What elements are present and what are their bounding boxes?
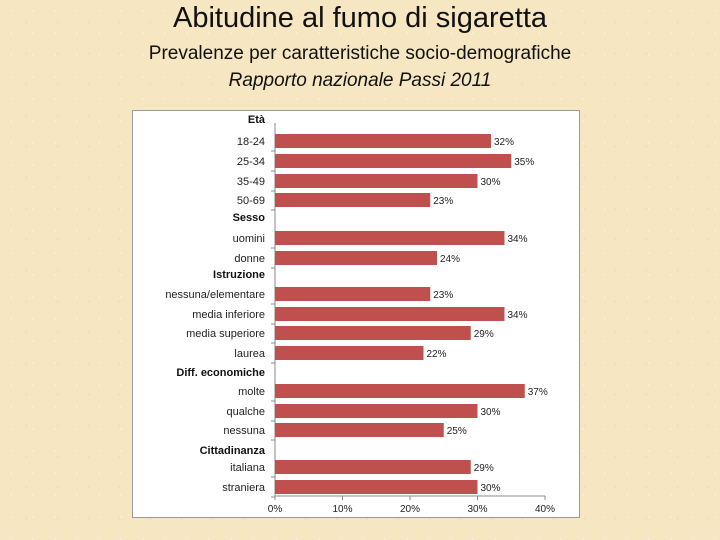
bar [275,287,431,301]
page-title: Abitudine al fumo di sigaretta [173,2,547,34]
data-label: 30% [481,177,501,188]
data-label: 23% [433,196,453,207]
data-label: 23% [433,290,453,301]
data-label: 29% [474,329,494,340]
bar [275,384,525,398]
category-label: donne [234,253,265,265]
bar [275,404,478,418]
category-label: 18-24 [237,136,265,148]
bar-chart: 0% 10% 20% 30% 40% Età 18-24 32% 25-34 35% 35-49 30… [165,114,555,515]
x-tick-label: 40% [535,504,555,515]
bar [275,193,431,207]
data-label: 22% [427,349,447,360]
bar [275,231,505,245]
chart-area: 0% 10% 20% 30% 40% Età 18-24 32% 25-34 35% 35-49 30… [132,110,580,518]
bar [275,460,471,474]
x-tick-label: 10% [332,504,352,515]
bar [275,154,512,168]
category-label: 35-49 [237,176,265,188]
x-tick-label: 20% [400,504,420,515]
category-label: media inferiore [192,309,265,321]
x-tick-label: 0% [268,504,283,515]
category-label: nessuna [223,425,265,437]
data-label: 32% [494,137,514,148]
group-label: Sesso [233,212,266,224]
category-label: molte [238,386,265,398]
data-label: 35% [514,157,534,168]
category-label: uomini [233,233,265,245]
category-label: laurea [234,348,265,360]
category-label: 25-34 [237,156,265,168]
report-subtitle: Rapporto nazionale Passi 2011 [228,70,492,91]
category-label: qualche [226,406,265,418]
group-label: Età [248,114,266,126]
category-label: italiana [230,462,266,474]
data-label: 29% [474,463,494,474]
data-label: 24% [440,254,460,265]
bar [275,307,505,321]
bar [275,251,437,265]
group-label: Diff. economiche [176,367,265,379]
x-tick-label: 30% [467,504,487,515]
data-label: 34% [508,310,528,321]
group-label: Istruzione [213,269,265,281]
data-label: 25% [447,426,467,437]
bar [275,134,491,148]
category-label: straniera [222,482,266,494]
group-label: Cittadinanza [200,445,266,457]
data-label: 30% [481,407,501,418]
bar [275,423,444,437]
bar [275,346,424,360]
data-label: 30% [481,483,501,494]
bar [275,480,478,494]
category-label: nessuna/elementare [165,289,265,301]
category-label: 50-69 [237,195,265,207]
data-label: 37% [528,387,548,398]
category-label: media superiore [186,328,265,340]
bar [275,174,478,188]
bar [275,326,471,340]
page-subtitle: Prevalenze per caratteristiche socio-dem… [148,43,572,64]
data-label: 34% [508,234,528,245]
